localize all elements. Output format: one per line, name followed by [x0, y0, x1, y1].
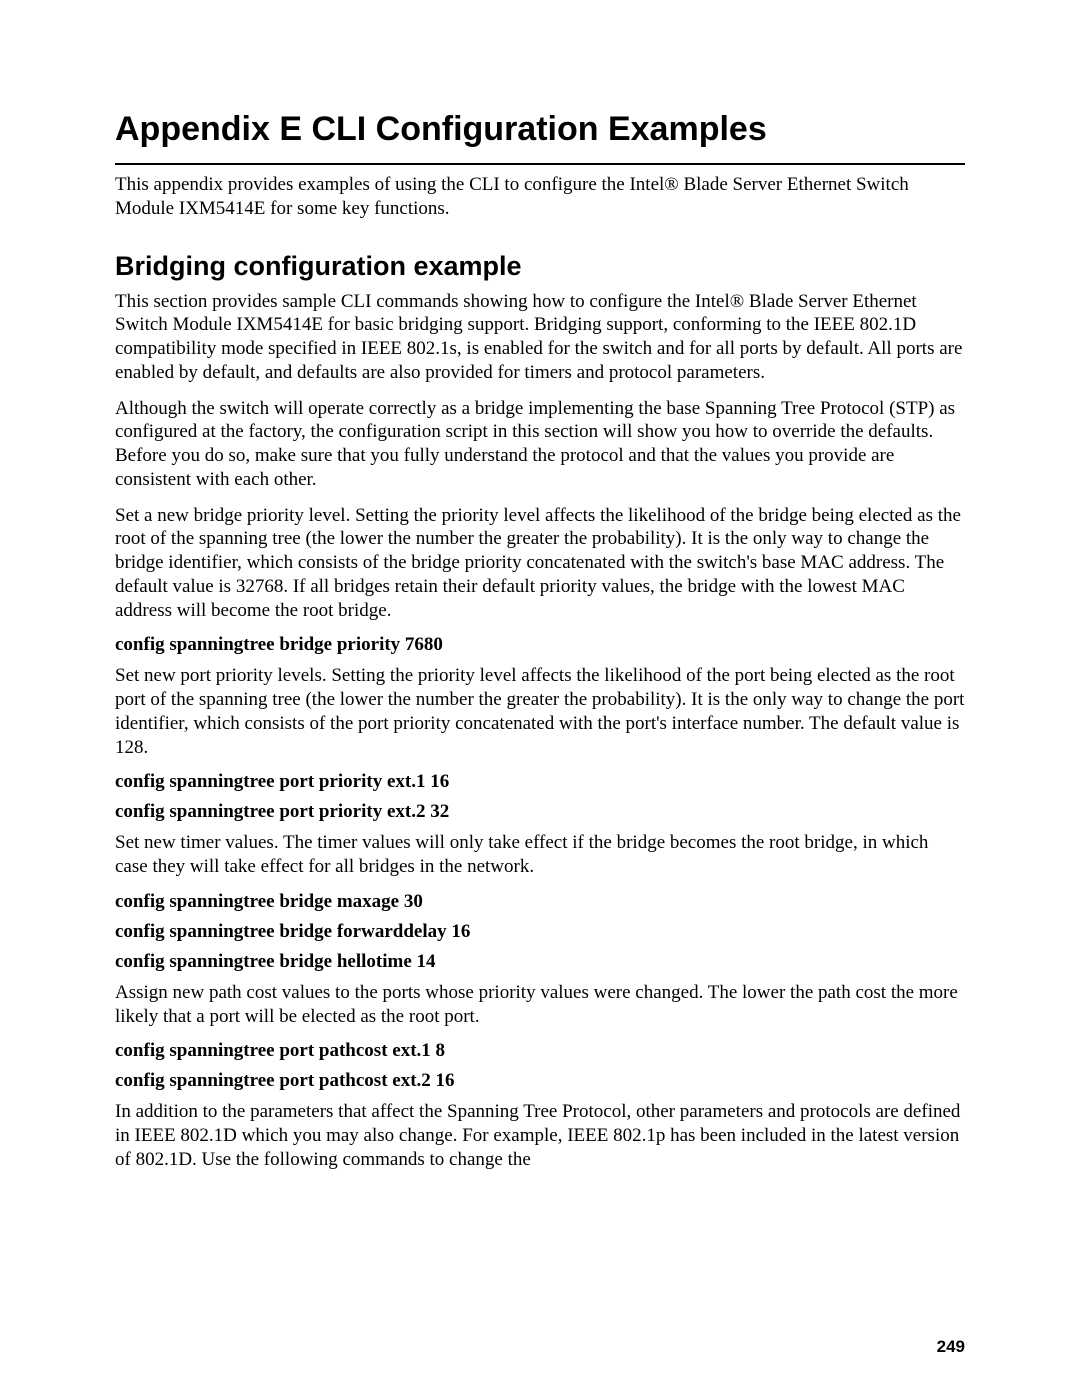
explain-port-priority: Set new port priority levels. Setting th…: [115, 664, 965, 759]
explain-additional: In addition to the parameters that affec…: [115, 1100, 965, 1171]
section-title: Bridging configuration example: [115, 251, 965, 282]
explain-priority: Set a new bridge priority level. Setting…: [115, 504, 965, 623]
cmd-pathcost-1: config spanningtree port pathcost ext.1 …: [115, 1040, 965, 1062]
cmd-bridge-priority: config spanningtree bridge priority 7680: [115, 634, 965, 656]
explain-timer: Set new timer values. The timer values w…: [115, 831, 965, 879]
cmd-hellotime: config spanningtree bridge hellotime 14: [115, 951, 965, 973]
explain-pathcost: Assign new path cost values to the ports…: [115, 981, 965, 1029]
intro-paragraph: This appendix provides examples of using…: [115, 173, 965, 221]
cmd-port-priority-1: config spanningtree port priority ext.1 …: [115, 771, 965, 793]
section-paragraph-2: Although the switch will operate correct…: [115, 397, 965, 492]
page-number: 249: [937, 1337, 965, 1357]
cmd-forwarddelay: config spanningtree bridge forwarddelay …: [115, 921, 965, 943]
cmd-maxage: config spanningtree bridge maxage 30: [115, 891, 965, 913]
appendix-title: Appendix E CLI Configuration Examples: [115, 110, 965, 165]
section-paragraph-1: This section provides sample CLI command…: [115, 290, 965, 385]
cmd-pathcost-2: config spanningtree port pathcost ext.2 …: [115, 1070, 965, 1092]
cmd-port-priority-2: config spanningtree port priority ext.2 …: [115, 801, 965, 823]
page-container: Appendix E CLI Configuration Examples Th…: [0, 0, 1080, 1397]
